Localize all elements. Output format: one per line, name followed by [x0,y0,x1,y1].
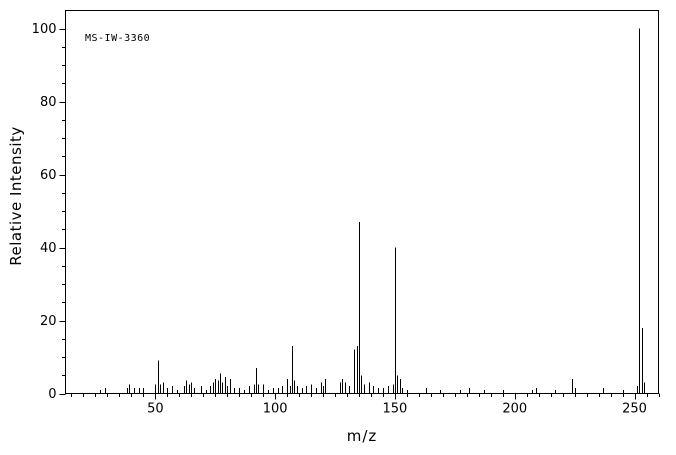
x-tick-label: 100 [263,402,288,417]
plot-frame [65,10,659,394]
y-tick-label: 40 [40,241,57,256]
x-tick-label: 250 [622,402,647,417]
y-tick-label: 0 [48,387,56,402]
x-tick-label: 150 [383,402,408,417]
tick-labels: 50 100 150 200 250 0 20 40 60 80 100 [32,22,647,416]
y-axis-title: Relative Intensity [7,126,25,266]
spectrum-id-label: MS-IW-3360 [85,33,151,44]
x-tick-label: 200 [502,402,527,417]
x-axis-title: m/z [346,427,378,445]
y-tick-label: 80 [40,95,57,110]
y-tick-label: 60 [40,168,57,183]
x-tick-label: 50 [147,402,164,417]
axis-ticks [59,29,660,400]
y-tick-label: 100 [32,22,57,37]
y-tick-label: 20 [40,314,57,329]
spectrum-peaks [100,28,645,394]
